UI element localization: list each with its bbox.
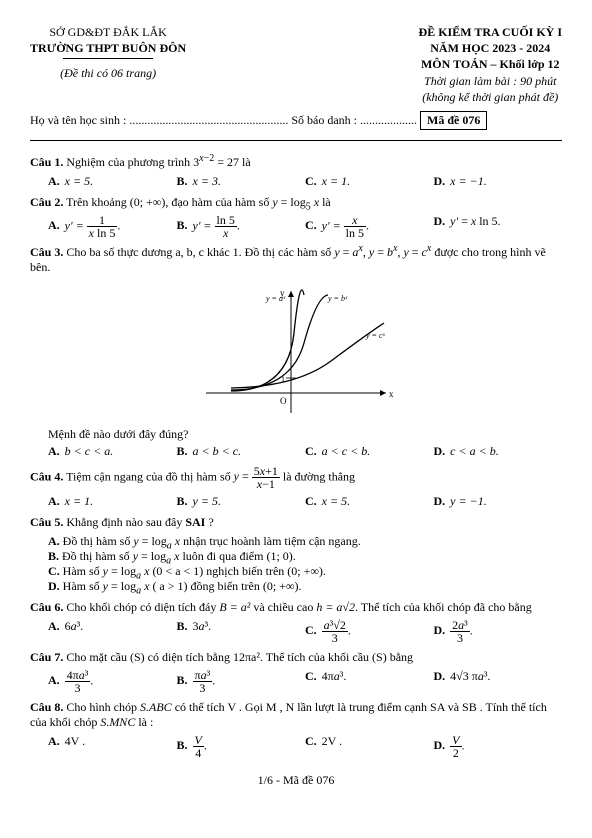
q5-choice-b: B. Đồ thị hàm số y = loga x luôn đi qua … [48, 549, 562, 564]
q6-choice-c: C. a³√23. [305, 619, 434, 644]
q3-choice-a: A. b < c < a. [48, 444, 177, 459]
q3-choice-d: D. c < a < b. [434, 444, 563, 459]
q2-post: là [319, 195, 331, 209]
question-4: Câu 4. Tiệm cận ngang của đồ thị hàm số … [30, 465, 562, 490]
q4-choice-c: C. x = 5. [305, 494, 434, 509]
q8-label: Câu 8. [30, 700, 63, 714]
q1-label: Câu 1. [30, 155, 63, 169]
question-6: Câu 6. Cho khối chóp có diện tích đáy B … [30, 600, 562, 615]
dept: SỞ GD&ĐT ĐẮK LẮK [30, 24, 186, 40]
q7-choice-b: B. πa³3. [177, 669, 306, 694]
q4-label: Câu 4. [30, 469, 63, 483]
q8-choice-a: A. 4V . [48, 734, 177, 759]
q8-choice-c: C. 2V . [305, 734, 434, 759]
q1-choice-b: B. x = 3. [177, 174, 306, 189]
name-blank: ........................................… [129, 113, 288, 127]
underline [63, 58, 153, 59]
q4-choice-b: B. y = 5. [177, 494, 306, 509]
q3-choice-c: C. a < c < b. [305, 444, 434, 459]
exam-title: ĐỀ KIỂM TRA CUỐI KỲ I [419, 24, 562, 40]
q6-choice-d: D. 2a³3. [434, 619, 563, 644]
exam-code: Mã đề 076 [420, 111, 487, 130]
q7-label: Câu 7. [30, 650, 63, 664]
exam-year: NĂM HỌC 2023 - 2024 [419, 40, 562, 56]
q2-pre: Trên khoảng (0; +∞), đạo hàm của hàm số [66, 195, 272, 209]
divider [30, 140, 562, 141]
q1-choice-a: A. x = 5. [48, 174, 177, 189]
q3-eq: y = ax, y = bx, y = cx [334, 245, 431, 259]
svg-text:y = cˣ: y = cˣ [365, 331, 386, 340]
q1-eq: 3x−2 = 27 [193, 155, 239, 169]
q8-choice-d: D. V2. [434, 734, 563, 759]
q2-label: Câu 2. [30, 195, 63, 209]
q5-label: Câu 5. [30, 515, 63, 529]
question-8: Câu 8. Cho hình chóp S.ABC có thể tích V… [30, 700, 562, 730]
q4-choice-a: A. x = 1. [48, 494, 177, 509]
question-3: Câu 3. Cho ba số thực dương a, b, c khác… [30, 245, 562, 275]
exam-duration: Thời gian làm bài : 90 phút [419, 73, 562, 89]
q2-choice-c: C. y' = xln 5. [305, 214, 434, 239]
exam-subject: MÔN TOÁN – Khối lớp 12 [419, 56, 562, 72]
q5-choice-d: D. Hàm số y = loga x ( a > 1) đồng biến … [48, 579, 562, 594]
q6-choice-a: A. 6a³. [48, 619, 177, 644]
q4-post: là đường thẳng [280, 469, 355, 483]
q1-pre: Nghiệm của phương trình [66, 155, 193, 169]
school: TRƯỜNG THPT BUÔN ĐÔN [30, 40, 186, 56]
svg-text:1: 1 [281, 375, 285, 384]
q2-choice-b: B. y' = ln 5x. [177, 214, 306, 239]
question-1: Câu 1. Nghiệm của phương trình 3x−2 = 27… [30, 155, 562, 170]
header: SỞ GD&ĐT ĐẮK LẮK TRƯỜNG THPT BUÔN ĐÔN (Đ… [30, 24, 562, 105]
name-label: Họ và tên học sinh : [30, 113, 126, 127]
q4-pre: Tiệm cận ngang của đồ thị hàm số [66, 469, 234, 483]
question-7: Câu 7. Cho mặt cầu (S) có diện tích bằng… [30, 650, 562, 665]
q1-choice-d: D. x = −1. [434, 174, 563, 189]
q5-choice-a: A. Đồ thị hàm số y = loga x nhận trục ho… [48, 534, 562, 549]
q7-choice-c: C. 4πa³. [305, 669, 434, 694]
exam-note: (không kể thời gian phát đề) [419, 89, 562, 105]
id-label: Số báo danh : [291, 113, 357, 127]
svg-text:y = aˣ: y = aˣ [265, 294, 286, 303]
q2-choice-a: A. y' = 1x ln 5. [48, 214, 177, 239]
svg-text:x: x [389, 389, 394, 399]
q4-eq: y = 5x+1x−1 [234, 469, 280, 483]
id-blank: ................... [360, 113, 420, 127]
q2-eq: y = log5 x [272, 195, 319, 209]
q7-choice-d: D. 4√3 πa³. [434, 669, 563, 694]
q3-sub: Mệnh đề nào dưới đây đúng? [48, 427, 562, 442]
q1-post: là [239, 155, 251, 169]
q3-label: Câu 3. [30, 245, 63, 259]
svg-text:y = bˣ: y = bˣ [327, 294, 348, 303]
q8-choice-b: B. V4. [177, 734, 306, 759]
q2-choice-d: D. y' = x ln 5. [434, 214, 563, 239]
name-row: Họ và tên học sinh : ...................… [30, 111, 562, 130]
q3-graph: x y O 1 y = aˣ y = bˣ y = cˣ [196, 283, 396, 423]
q4-choice-d: D. y = −1. [434, 494, 563, 509]
q6-choice-b: B. 3a³. [177, 619, 306, 644]
question-5: Câu 5. Khẳng định nào sau đây SAI ? [30, 515, 562, 530]
q5-choice-c: C. Hàm số y = loga x (0 < a < 1) nghịch … [48, 564, 562, 579]
q3-choice-b: B. a < b < c. [177, 444, 306, 459]
page-footer: 1/6 - Mã đề 076 [30, 773, 562, 788]
question-2: Câu 2. Trên khoảng (0; +∞), đạo hàm của … [30, 195, 562, 210]
q6-label: Câu 6. [30, 600, 63, 614]
q3-pre: Cho ba số thực dương a, b, c khác 1. Đồ … [66, 245, 334, 259]
page-count: (Đề thi có 06 trang) [30, 65, 186, 81]
q7-choice-a: A. 4πa³3. [48, 669, 177, 694]
q5-text: Khẳng định nào sau đây SAI ? [66, 515, 213, 529]
svg-text:O: O [280, 396, 287, 406]
q1-choice-c: C. x = 1. [305, 174, 434, 189]
